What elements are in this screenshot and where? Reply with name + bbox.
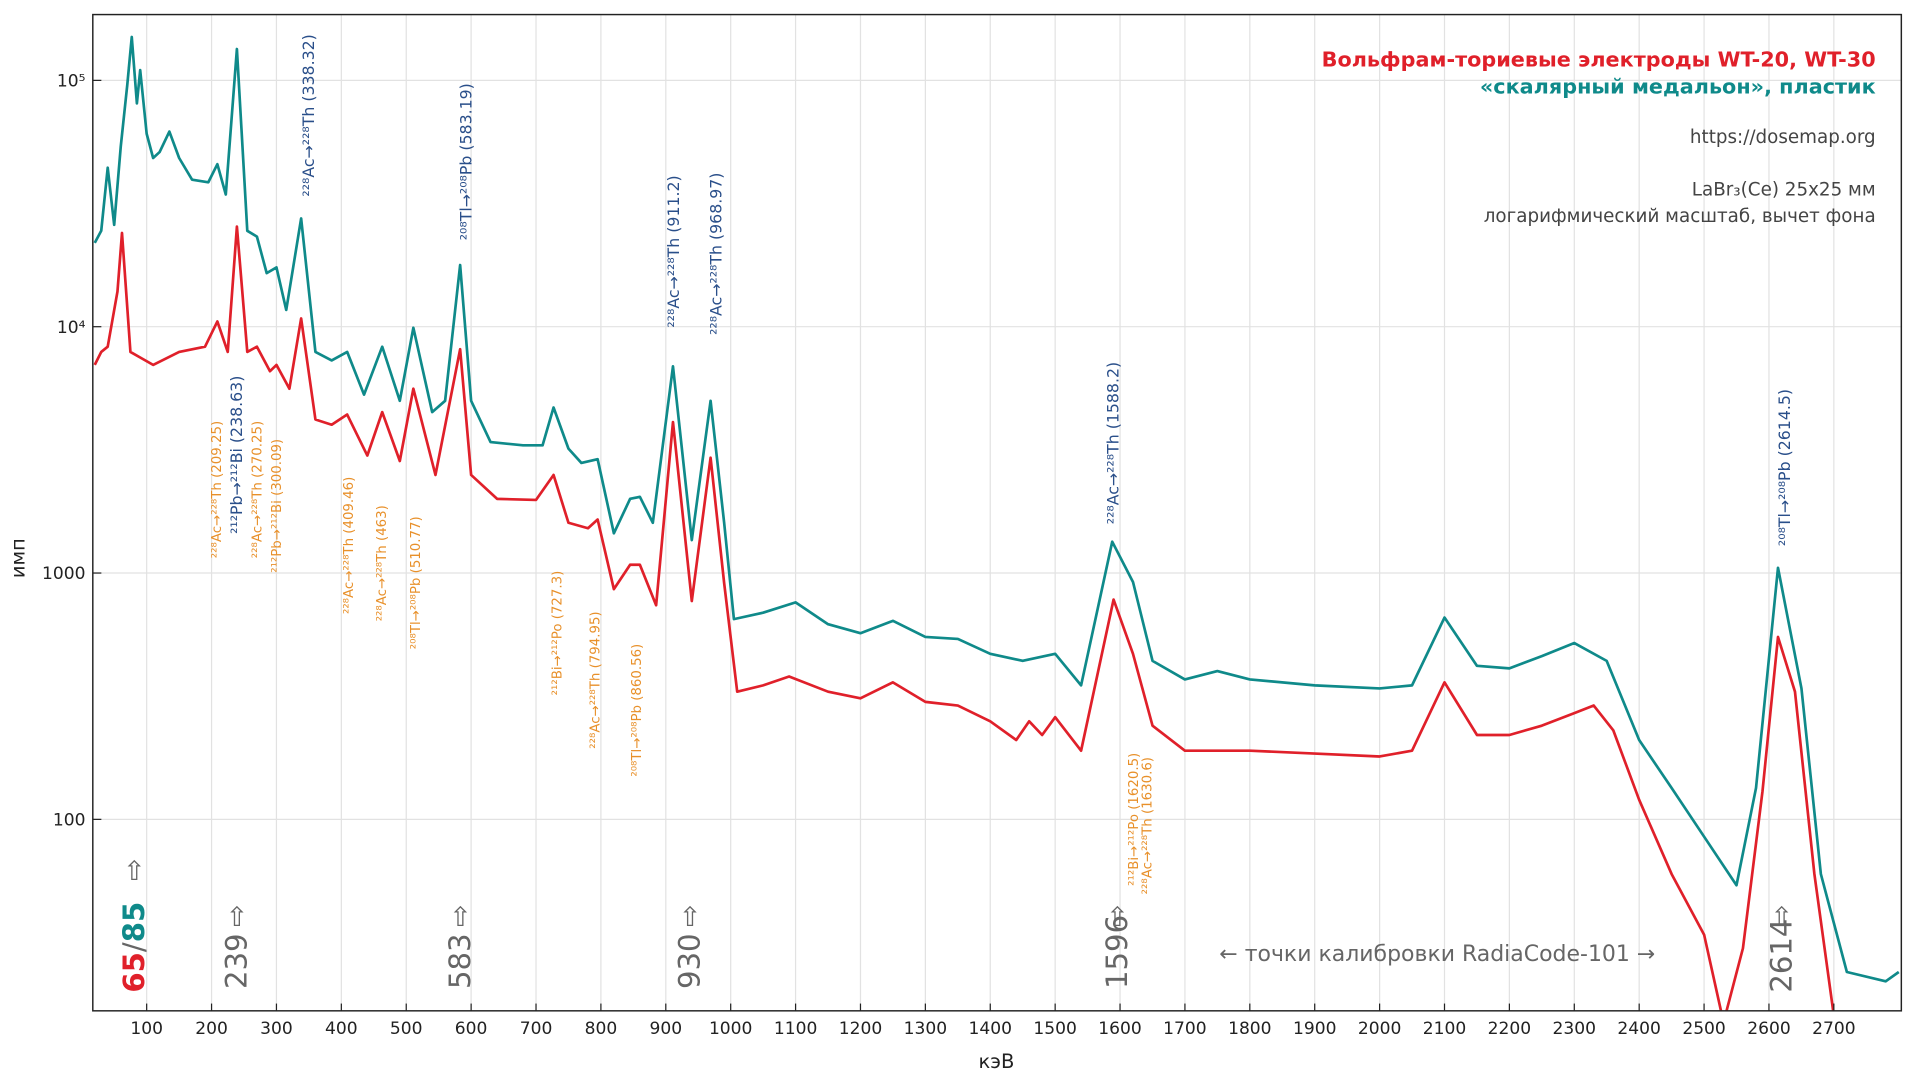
plot-frame [92,13,1903,1012]
x-tick-label: 2500 [1682,1019,1725,1039]
x-tick-label: 1600 [1098,1019,1141,1039]
peak-label: ²⁰⁸Tl→²⁰⁸Pb (583.19) [456,83,475,240]
x-tick-label: 2700 [1812,1019,1855,1039]
arrow: ⇧ [123,856,146,887]
x-tick-label: 2300 [1553,1019,1596,1039]
info-text: https://dosemap.org [1690,127,1876,148]
peak-label: ²²⁸Ac→²²⁸Th (794.95) [589,611,604,748]
x-tick-label: 2200 [1488,1019,1531,1039]
x-tick-label: 2000 [1358,1019,1401,1039]
calibration-label: 930 [673,933,707,989]
y-axis-label: имп [6,538,29,578]
arrow: ⇧ [1106,902,1129,933]
peak-label: ²¹²Pb→²¹²Bi (238.63) [227,376,246,534]
x-tick-label: 200 [195,1019,228,1039]
peak-label: ²²⁸Ac→²²⁸Th (338.32) [299,34,318,196]
x-tick-label: 1800 [1228,1019,1271,1039]
calibration-label: 583 [443,933,477,989]
x-tick-label: 300 [260,1019,293,1039]
x-tick-label: 1900 [1293,1019,1336,1039]
x-tick-label: 700 [520,1019,553,1039]
separator: / [117,942,151,952]
series-line [93,35,1900,983]
calibration-label: 2614 [1764,919,1798,993]
x-tick-label: 2100 [1423,1019,1466,1039]
peak-label: ²¹²Bi→²¹²Po (1620.5) [1127,753,1142,886]
x-tick-label: 2400 [1617,1019,1660,1039]
x-tick-label: 1400 [969,1019,1012,1039]
plot-area [92,14,1902,1011]
x-tick-label: 600 [455,1019,488,1039]
peak-label: ²¹²Bi→²¹²Po (727.3) [551,571,566,696]
x-tick-label: 1500 [1033,1019,1076,1039]
x-tick-label: 1700 [1163,1019,1206,1039]
peak-label: ²²⁸Ac→²²⁸Th (209.25) [210,421,225,558]
arrow: ⇧ [449,902,472,933]
x-tick-label: 900 [649,1019,682,1039]
y-tick-label: 100 [53,810,86,830]
y-tick-label: 1000 [42,564,85,584]
peak-label: ²²⁸Ac→²²⁸Th (1588.2) [1104,362,1123,524]
x-tick-label: 100 [130,1019,163,1039]
peak-label: ²⁰⁸Tl→²⁰⁸Pb (860.56) [630,644,645,777]
peak-label: ²²⁸Ac→²²⁸Th (1630.6) [1141,757,1156,894]
info-text: LaBr₃(Ce) 25x25 мм [1692,179,1876,200]
x-tick-label: 500 [390,1019,423,1039]
calibration-caption: ← точки калибровки RadiaCode-101 → [1219,942,1655,967]
x-tick-label: 400 [325,1019,358,1039]
arrow: ⇧ [679,902,702,933]
peak-label: ²²⁸Ac→²²⁸Th (409.46) [342,477,357,614]
x-tick-label: 1100 [774,1019,817,1039]
peak-label: ²²⁸Ac→²²⁸Th (463) [375,505,390,621]
x-tick-label: 1300 [904,1019,947,1039]
series-line [93,225,1835,1011]
calibration-label: 239 [220,933,254,989]
calibration-value: 65 [117,952,151,993]
peak-label: ²⁰⁸Tl→²⁰⁸Pb (510.77) [409,516,424,649]
y-tick-label: 10⁴ [57,318,86,338]
arrow: ⇧ [1770,902,1793,933]
peak-label: ²²⁸Ac→²²⁸Th (968.97) [707,173,726,335]
arrow: ⇧ [226,902,249,933]
x-axis-label: кэВ [978,1050,1014,1073]
x-tick-label: 1000 [709,1019,752,1039]
calibration-label: 65/85 [117,902,151,993]
legend-series: «скалярный медальон», пластик [1480,74,1876,98]
info-text: логарифмический масштаб, вычет фона [1484,206,1876,227]
x-tick-label: 1200 [839,1019,882,1039]
x-tick-label: 2600 [1747,1019,1790,1039]
y-tick-label: 10⁵ [57,71,86,91]
x-tick-label: 800 [585,1019,618,1039]
calibration-value: 85 [117,902,151,943]
calibration-label: 1596 [1100,915,1134,989]
peak-label: ²¹²Pb→²¹²Bi (300.09) [270,439,285,573]
peak-label: ²²⁸Ac→²²⁸Th (270.25) [250,421,265,558]
legend-series: Вольфрам-ториевые электроды WT-20, WT-30 [1322,48,1876,72]
peak-label: ²⁰⁸Tl→²⁰⁸Pb (2614.5) [1775,389,1794,546]
peak-label: ²²⁸Ac→²²⁸Th (911.2) [664,175,683,327]
